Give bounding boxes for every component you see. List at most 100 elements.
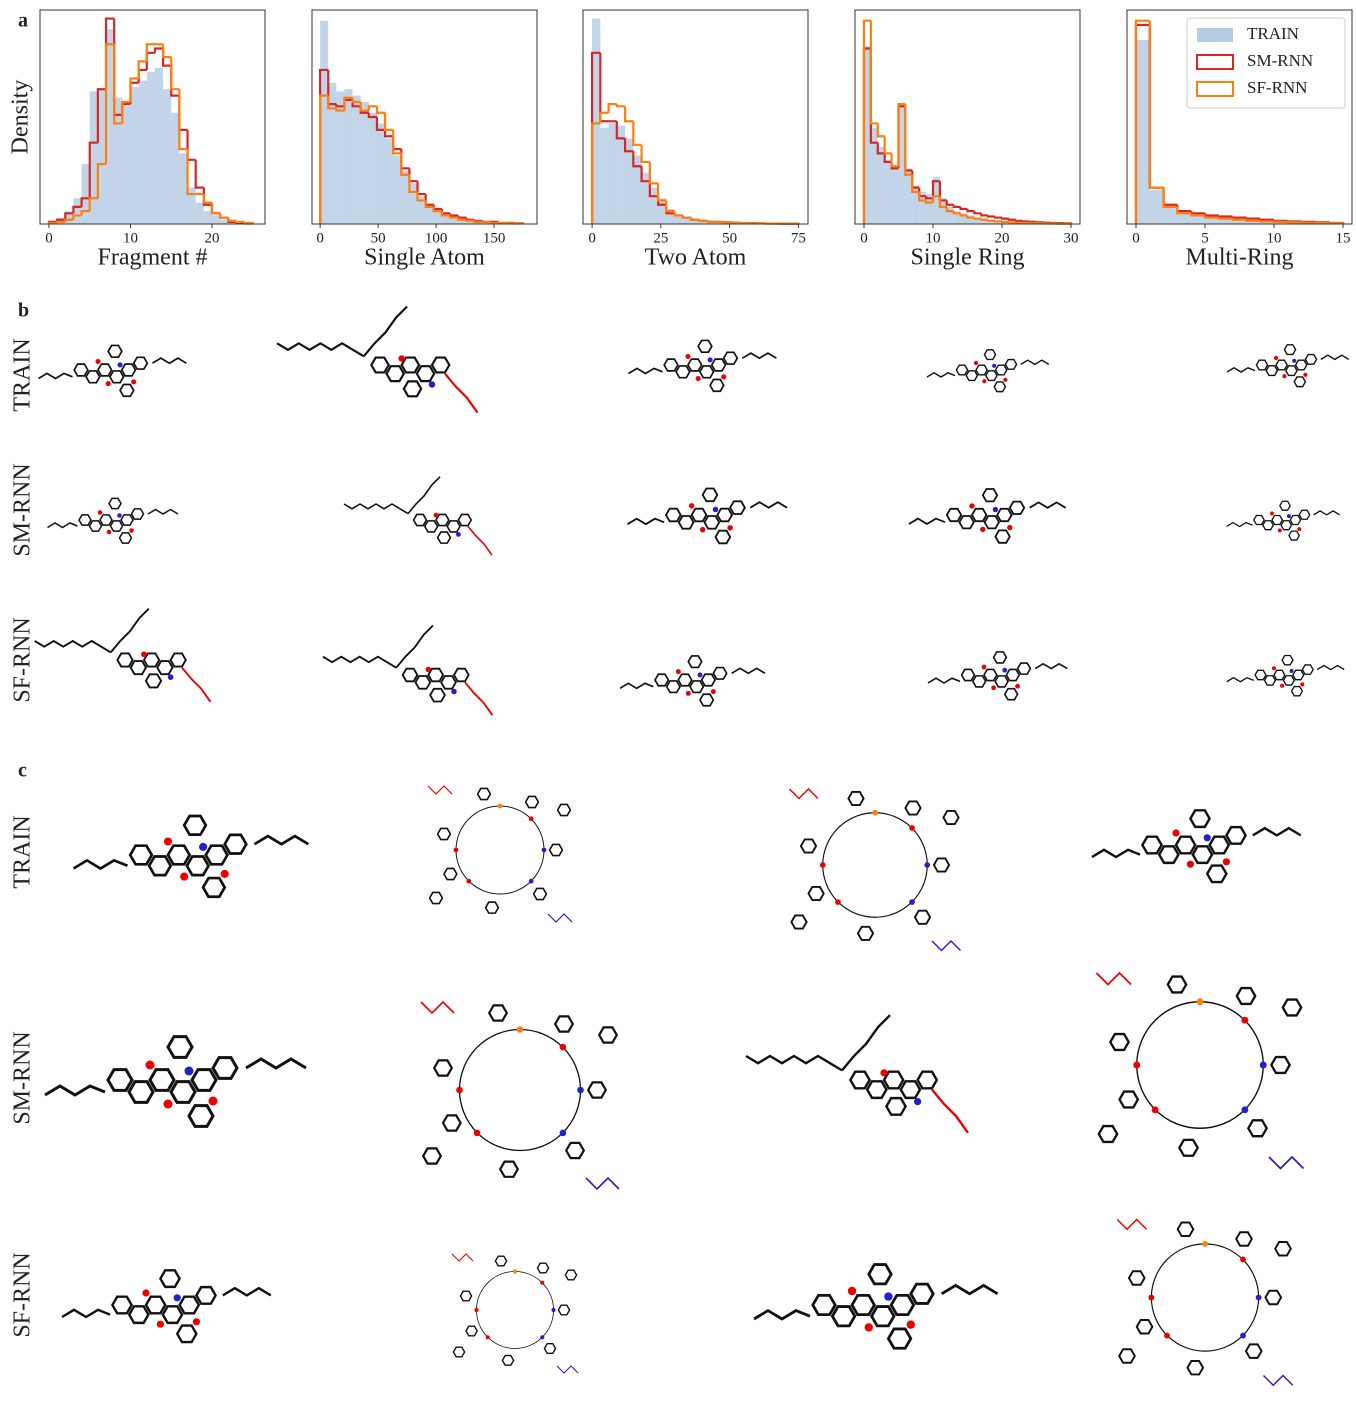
molecule: [74, 816, 309, 897]
bar: [171, 113, 179, 224]
molecule-grid-c: [45, 786, 1304, 1385]
step-segment: [974, 211, 981, 213]
molecule: [452, 1254, 578, 1373]
step-segment: [968, 209, 975, 211]
x-tick-label: 0: [588, 230, 596, 246]
x-axis-label: Two Atom: [645, 245, 747, 271]
step-segment: [204, 194, 212, 203]
step-segment: [633, 121, 641, 145]
row-label: TRAIN: [10, 338, 36, 411]
step-segment: [57, 222, 65, 223]
step-segment: [683, 215, 691, 217]
molecule: [421, 1002, 619, 1189]
bar: [385, 138, 393, 224]
step-segment: [466, 220, 474, 221]
bar: [220, 220, 228, 224]
step-segment: [163, 44, 171, 57]
molecule: [620, 656, 765, 706]
step-segment: [220, 213, 228, 217]
step-segment: [474, 220, 482, 221]
bar: [401, 171, 409, 225]
step-segment: [212, 205, 220, 214]
step-segment: [377, 106, 385, 112]
step-segment: [947, 200, 954, 204]
step-segment: [1260, 221, 1274, 222]
x-axis-label: Single Ring: [910, 245, 1024, 271]
step-segment: [1016, 220, 1023, 221]
step-segment: [409, 168, 417, 181]
bar: [393, 156, 401, 224]
step-segment: [1205, 213, 1219, 215]
molecule: [909, 489, 1066, 543]
step-segment: [188, 130, 196, 160]
step-segment: [171, 66, 179, 96]
row-label: SM-RNN: [10, 1031, 36, 1124]
step-segment: [905, 104, 912, 175]
molecule: [628, 489, 788, 544]
bar: [434, 211, 442, 224]
bar: [212, 215, 220, 224]
step-segment: [188, 149, 196, 194]
step-segment: [196, 160, 204, 188]
histogram-panel: 0255075Two Atom: [583, 10, 808, 271]
row-label: SM-RNN: [10, 463, 36, 556]
step-segment: [179, 96, 187, 130]
x-axis-label: Fragment #: [98, 245, 208, 271]
step-segment: [1260, 219, 1274, 220]
bar: [155, 68, 163, 224]
step-segment: [155, 49, 163, 53]
row-label: SF-RNN: [10, 1252, 36, 1337]
step-segment: [1246, 220, 1260, 221]
bar: [1164, 207, 1178, 224]
bar: [344, 89, 352, 224]
bar: [122, 106, 130, 224]
molecule: [790, 789, 961, 951]
bar: [361, 102, 369, 224]
molecule: [754, 1265, 998, 1349]
step-segment: [961, 207, 968, 209]
molecule: [1117, 1220, 1293, 1386]
molecule: [35, 609, 211, 702]
step-segment: [995, 221, 1002, 222]
molecule: [1097, 973, 1304, 1169]
step-segment: [981, 213, 988, 215]
bar: [147, 72, 155, 224]
x-tick-label: 0: [316, 230, 324, 246]
legend-label: TRAIN: [1247, 24, 1299, 43]
bar: [592, 19, 600, 224]
molecule: [1227, 501, 1340, 540]
molecule-grid-b: [35, 307, 1349, 716]
molecule: [927, 350, 1049, 392]
step-segment: [236, 221, 244, 222]
step-segment: [1009, 219, 1016, 220]
legend: TRAINSM-RNNSF-RNN: [1187, 18, 1345, 108]
step-segment: [871, 21, 878, 124]
molecule: [323, 626, 493, 716]
bar: [1136, 40, 1150, 224]
x-tick-label: 15: [1336, 230, 1351, 246]
bar: [73, 198, 81, 224]
y-axis-label: Density: [8, 80, 34, 155]
bar: [658, 198, 666, 224]
step-segment: [1150, 25, 1164, 188]
step-segment: [147, 53, 155, 70]
molecule: [277, 307, 477, 413]
bar: [892, 166, 899, 224]
histogram-panel: 051015Multi-RingTRAINSM-RNNSF-RNN: [1127, 10, 1352, 271]
bar: [90, 91, 98, 224]
molecule: [428, 786, 572, 922]
step-segment: [617, 104, 625, 106]
row-label: SF-RNN: [10, 617, 36, 702]
step-segment: [1164, 188, 1178, 205]
step-segment: [1002, 218, 1009, 219]
bar: [130, 87, 138, 224]
step-segment: [675, 211, 683, 215]
bar: [369, 113, 377, 224]
step-segment: [974, 218, 981, 219]
x-axis-label: Multi-Ring: [1185, 245, 1293, 271]
bar: [675, 215, 683, 224]
step-segment: [658, 183, 666, 200]
bar: [114, 98, 122, 224]
bar: [1177, 213, 1191, 224]
